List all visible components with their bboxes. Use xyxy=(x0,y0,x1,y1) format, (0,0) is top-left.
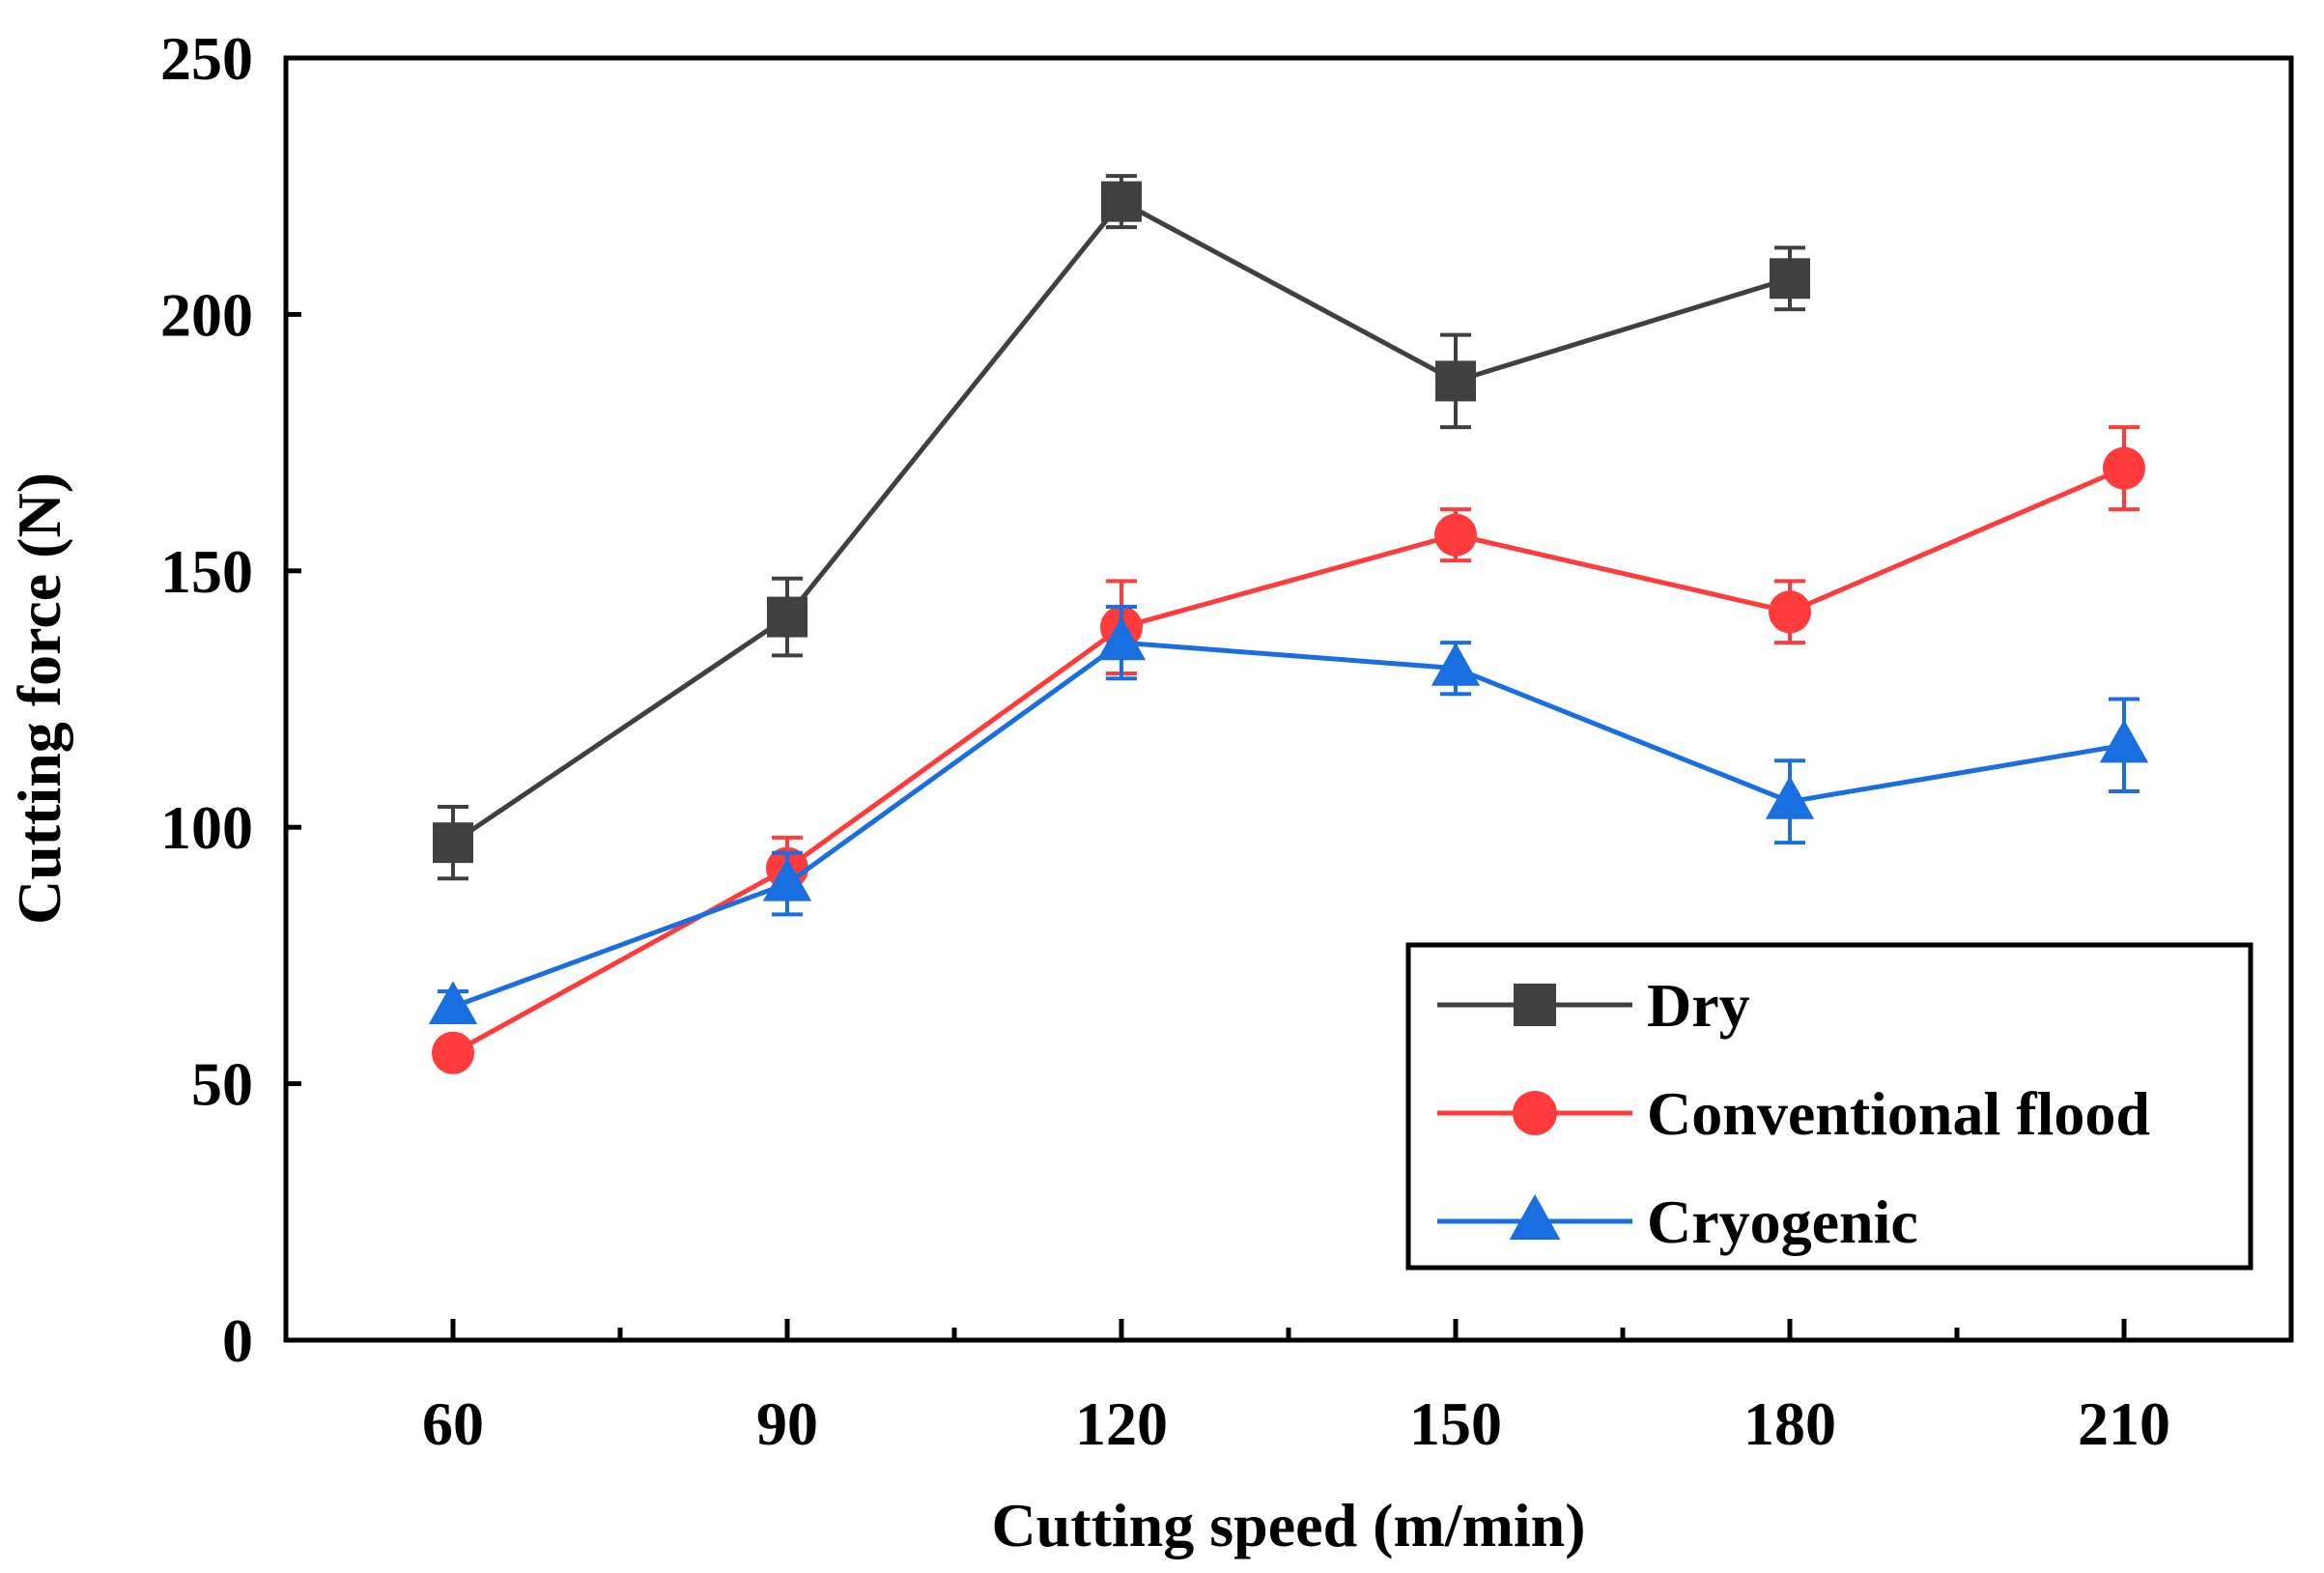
y-tick-label: 250 xyxy=(160,24,253,93)
series-line xyxy=(452,640,2125,1010)
data-point xyxy=(428,981,478,1025)
legend-item: Cryogenic xyxy=(1437,1187,1918,1256)
x-axis-title: Cutting speed (m/min) xyxy=(991,1491,1585,1559)
series-cryogenic xyxy=(428,604,2149,1025)
x-tick-label: 150 xyxy=(1409,1389,1502,1458)
y-axis-title: Cutting force (N) xyxy=(5,472,73,925)
x-tick-label: 210 xyxy=(2078,1389,2170,1458)
legend-label: Cryogenic xyxy=(1647,1187,1918,1256)
data-point xyxy=(1435,360,1476,402)
legend-marker xyxy=(1514,984,1556,1026)
legend-item: Dry xyxy=(1437,971,1750,1040)
data-point xyxy=(2099,719,2149,763)
y-tick-label: 200 xyxy=(160,280,253,349)
y-tick-label: 50 xyxy=(191,1050,253,1119)
y-tick-label: 0 xyxy=(222,1306,253,1375)
x-tick-label: 120 xyxy=(1075,1389,1168,1458)
legend-marker xyxy=(1513,1091,1557,1135)
data-point xyxy=(762,857,812,901)
legend: Dry Conventional flood Cryogenic xyxy=(1405,942,2253,1271)
series-line xyxy=(451,199,1791,845)
data-point xyxy=(2103,446,2145,490)
x-tick-label: 180 xyxy=(1743,1389,1836,1458)
series-dry xyxy=(433,174,1810,881)
series-line xyxy=(451,466,2125,1055)
legend-item: Conventional flood xyxy=(1437,1079,2150,1148)
data-point xyxy=(1101,181,1142,222)
data-point xyxy=(1765,775,1815,819)
legend-label: Dry xyxy=(1647,971,1750,1040)
x-tick-label: 90 xyxy=(756,1389,818,1458)
data-point xyxy=(432,1031,474,1074)
data-point xyxy=(433,822,473,864)
data-point xyxy=(1431,642,1481,686)
data-point xyxy=(767,596,808,638)
legend-label: Conventional flood xyxy=(1647,1079,2150,1148)
y-tick-label: 100 xyxy=(160,793,253,862)
data-point xyxy=(1434,513,1477,557)
legend-marker xyxy=(1509,1194,1561,1240)
data-point xyxy=(1096,616,1147,661)
data-point xyxy=(1770,258,1810,300)
data-point xyxy=(1769,590,1811,634)
x-tick-label: 60 xyxy=(422,1389,484,1458)
y-tick-label: 150 xyxy=(160,537,253,606)
